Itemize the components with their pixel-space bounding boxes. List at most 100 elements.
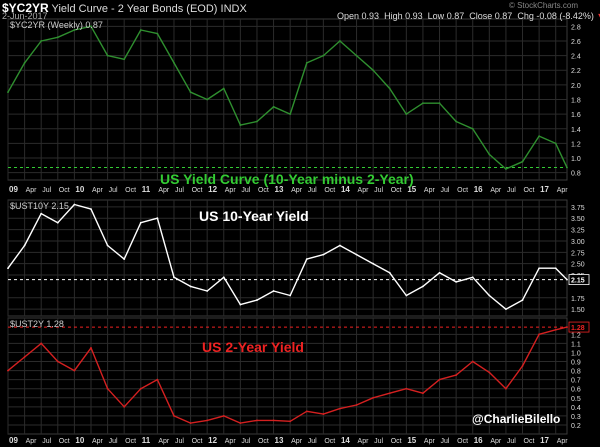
data-point xyxy=(7,91,9,94)
data-point xyxy=(222,276,225,279)
data-point xyxy=(206,98,209,101)
data-point xyxy=(156,217,159,220)
data-point xyxy=(256,419,258,422)
x-tick-label: Oct xyxy=(391,438,402,445)
data-point xyxy=(173,276,175,279)
y-tick-label: 1.75 xyxy=(571,296,585,303)
data-point xyxy=(405,294,408,297)
x-tick-label: 17 xyxy=(540,436,549,445)
y-tick-label: 2.4 xyxy=(571,54,581,61)
x-tick-label: Jul xyxy=(109,187,118,194)
x-tick-label: 10 xyxy=(75,436,84,445)
data-point xyxy=(106,387,109,390)
x-tick-label: Oct xyxy=(324,438,335,445)
symbol: $YC2YR xyxy=(2,1,49,15)
data-point xyxy=(189,422,192,425)
data-point xyxy=(239,303,242,306)
data-point xyxy=(405,387,408,390)
x-tick-label: Apr xyxy=(92,438,104,445)
data-point xyxy=(455,120,458,123)
data-point xyxy=(23,62,26,64)
exchange: INDX xyxy=(220,3,247,15)
data-point xyxy=(206,290,209,292)
description: Yield Curve - 2 Year Bonds (EOD) xyxy=(51,3,218,15)
data-point xyxy=(455,280,458,283)
data-point xyxy=(289,113,292,116)
data-point xyxy=(521,160,524,163)
y-tick-label: 0.5 xyxy=(571,396,581,403)
grid-layer xyxy=(7,19,567,434)
x-tick-label: 12 xyxy=(208,185,217,194)
data-point xyxy=(438,102,441,105)
x-tick-label: Oct xyxy=(524,187,535,194)
down-arrow-icon: ▼ xyxy=(596,11,600,21)
y-tick-label: 0.2 xyxy=(571,423,581,430)
data-point xyxy=(505,308,507,311)
data-point xyxy=(272,419,275,422)
data-point xyxy=(305,62,308,64)
header-date: 2-Jun-2017 xyxy=(2,11,48,21)
x-tick-label: Oct xyxy=(125,438,136,445)
x-tick-label: Apr xyxy=(225,187,237,194)
data-point xyxy=(23,356,26,358)
data-point xyxy=(222,414,225,417)
data-point xyxy=(305,258,308,261)
x-tick-label: 16 xyxy=(474,436,483,445)
y-tick-label: 0.3 xyxy=(571,414,581,421)
y-tick-label: 1.0 xyxy=(571,350,581,357)
y-tick-label: 2.8 xyxy=(571,24,581,31)
y-tick-label: 1.4 xyxy=(571,127,581,134)
data-point xyxy=(488,294,491,297)
data-point xyxy=(289,420,292,423)
data-point xyxy=(272,290,275,292)
data-point xyxy=(239,422,242,425)
data-point xyxy=(90,208,92,210)
panel-1-title: US Yield Curve (10-Year minus 2-Year) xyxy=(160,171,414,187)
x-tick-label: Oct xyxy=(59,438,70,445)
panel-2-legend: $UST10Y 2.15 xyxy=(10,201,69,211)
data-point xyxy=(322,253,325,256)
x-tick-label: Jul xyxy=(441,187,450,194)
data-point xyxy=(566,166,568,169)
data-point xyxy=(40,212,43,215)
data-point xyxy=(388,392,391,395)
x-tick-label: 09 xyxy=(9,185,18,194)
data-point xyxy=(173,414,175,417)
x-tick-label: 12 xyxy=(208,436,217,445)
x-tick-label: Oct xyxy=(59,187,70,194)
x-tick-label: Jul xyxy=(241,438,250,445)
x-tick-label: 11 xyxy=(142,185,151,194)
y-tick-label: 1.2 xyxy=(571,332,581,339)
data-point xyxy=(355,404,358,406)
x-tick-label: Apr xyxy=(291,438,303,445)
y-tick-label: 1.50 xyxy=(571,307,585,314)
low-label: Low xyxy=(427,11,445,21)
y-tick-label: 2.50 xyxy=(571,262,585,269)
data-point xyxy=(189,285,192,288)
data-point xyxy=(156,32,159,35)
close-value: 0.87 xyxy=(494,11,513,21)
data-point xyxy=(73,29,76,31)
data-point xyxy=(355,54,358,57)
x-tick-label: 14 xyxy=(341,185,350,194)
data-point xyxy=(73,369,76,372)
low-value: 0.87 xyxy=(446,11,465,21)
x-tick-label: Apr xyxy=(424,187,436,194)
x-tick-label: Apr xyxy=(92,187,104,194)
data-point xyxy=(106,244,109,247)
x-tick-label: Jul xyxy=(42,438,51,445)
panel-3-title: US 2-Year Yield xyxy=(202,339,304,355)
y-tick-label: 0.6 xyxy=(571,387,581,394)
x-tick-label: 15 xyxy=(407,185,416,194)
high-label: High xyxy=(384,11,403,21)
data-point xyxy=(90,347,92,349)
data-point xyxy=(73,203,76,206)
data-point xyxy=(7,369,9,372)
panel-1-legend: $YC2YR (Weekly) 0.87 xyxy=(10,20,103,30)
data-point xyxy=(339,40,341,42)
data-point xyxy=(56,36,59,39)
header-title: $YC2YR Yield Curve - 2 Year Bonds (EOD) … xyxy=(2,1,247,15)
x-tick-label: Oct xyxy=(258,187,269,194)
x-tick-label: Oct xyxy=(192,438,203,445)
